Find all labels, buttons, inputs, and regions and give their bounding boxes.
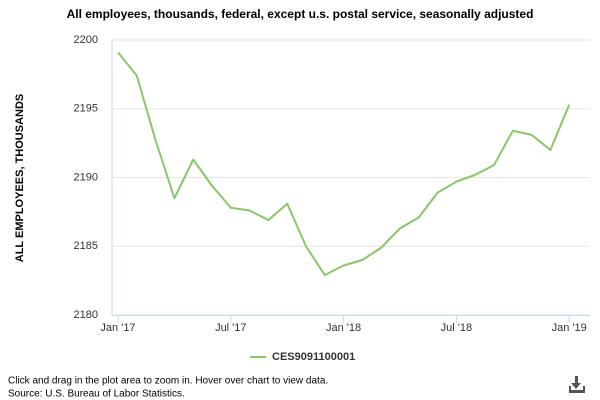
legend-label: CES9091100001 xyxy=(272,351,355,363)
download-button[interactable] xyxy=(569,376,585,393)
x-tick-label: Jan '19 xyxy=(552,322,587,334)
y-tick-label: 2185 xyxy=(74,240,98,252)
y-tick-label: 2195 xyxy=(74,103,98,115)
y-tick-label: 2200 xyxy=(74,34,98,46)
y-tick-label: 2180 xyxy=(74,309,98,321)
instructions: Click and drag in the plot area to zoom … xyxy=(8,376,328,387)
y-axis-label: ALL EMPLOYEES, THOUSANDS xyxy=(14,94,26,262)
x-tick-label: Jul '18 xyxy=(441,322,472,334)
chart-title: All employees, thousands, federal, excep… xyxy=(67,7,534,21)
x-tick-label: Jan '18 xyxy=(326,322,361,334)
source: Source: U.S. Bureau of Labor Statistics. xyxy=(8,389,185,400)
x-tick-label: Jan '17 xyxy=(100,322,135,334)
series-line xyxy=(117,51,571,277)
x-tick-label: Jul '17 xyxy=(215,322,246,334)
y-tick-label: 2190 xyxy=(74,171,98,183)
